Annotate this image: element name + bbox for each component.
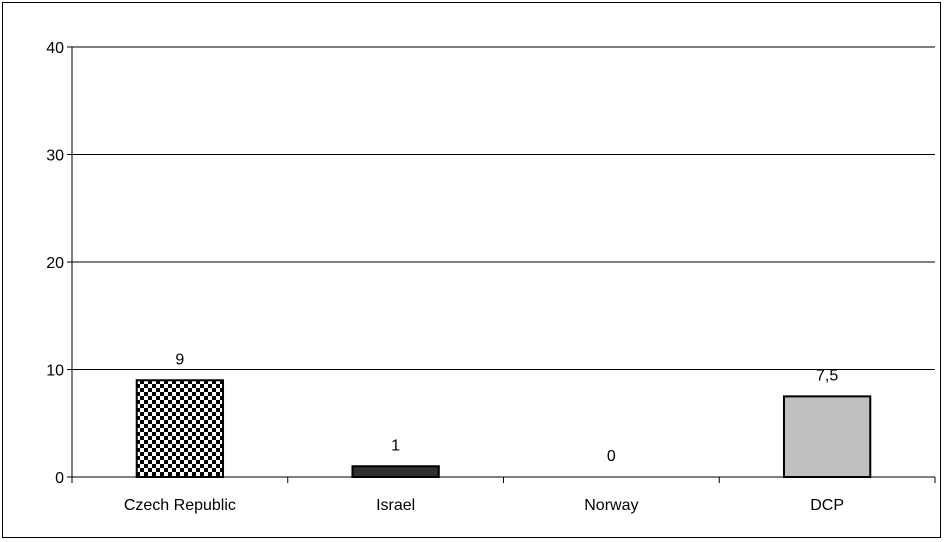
y-tick-label: 40 [46,40,64,57]
data-label: 7,5 [816,367,838,384]
x-category-label: Norway [584,497,638,514]
x-category-label: Czech Republic [124,497,236,514]
x-category-label: Israel [376,497,415,514]
bars [135,379,872,478]
data-label: 0 [607,448,616,465]
data-label: 1 [391,437,400,454]
x-category-label: DCP [810,497,844,514]
labels: 0 10 20 30 40 9 Czech Republic 1 Israel 0 Norway 7,… [46,40,844,514]
y-tick-label: 0 [55,470,64,487]
y-tick-label: 20 [46,255,64,272]
bar [351,465,440,478]
bar [135,379,225,478]
y-tick-label: 10 [46,363,64,380]
gridlines [72,46,935,370]
y-tick-label: 30 [46,148,64,165]
bar [782,395,872,478]
data-label: 9 [175,351,184,368]
